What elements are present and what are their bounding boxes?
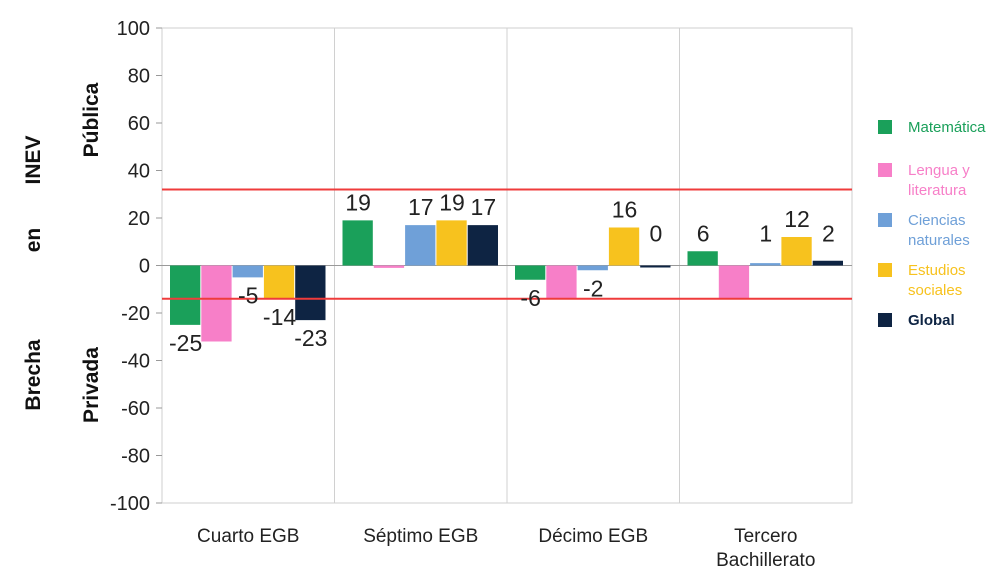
legend-label: literatura — [908, 182, 967, 199]
bar — [405, 225, 436, 266]
legend-label: Global — [908, 312, 955, 329]
data-label: -2 — [583, 275, 603, 301]
y-tick-label: -60 — [121, 398, 150, 420]
legend-swatch — [878, 120, 892, 134]
bar — [373, 265, 405, 268]
category-label: Séptimo EGB — [363, 526, 478, 547]
y-tick-label: -80 — [121, 446, 150, 468]
bar — [170, 265, 201, 325]
legend-swatch — [878, 263, 892, 277]
bar — [201, 265, 232, 342]
legend-swatch — [878, 213, 892, 227]
legend-label: Ciencias — [908, 212, 966, 229]
y-axis-title: Brecha en INEV — [22, 135, 45, 410]
category-label: Bachillerato — [716, 550, 815, 571]
legend-label: Estudios — [908, 262, 966, 279]
data-label: 6 — [697, 220, 710, 246]
bar — [640, 265, 671, 268]
y-tick-label: 40 — [128, 161, 150, 183]
data-label: 0 — [649, 220, 662, 246]
bar — [436, 220, 467, 266]
bar — [232, 265, 263, 278]
bar — [687, 251, 718, 266]
legend-label: Matemática — [908, 119, 986, 136]
data-label: -5 — [238, 282, 258, 308]
data-label: -6 — [520, 285, 540, 311]
data-label: 12 — [784, 206, 810, 232]
bar — [295, 265, 326, 321]
y-axis-title-privada: Privada — [80, 347, 103, 423]
y-axis-title-word: INEV — [22, 135, 45, 184]
bar — [263, 265, 295, 299]
data-label: 2 — [822, 220, 835, 246]
y-axis-title-word: en — [22, 228, 45, 253]
y-tick-label: 60 — [128, 113, 150, 135]
data-label: 1 — [759, 220, 772, 246]
bar — [515, 265, 546, 280]
category-label: Décimo EGB — [538, 526, 648, 547]
bar — [546, 265, 577, 299]
category-label: Cuarto EGB — [197, 526, 299, 547]
bar — [608, 227, 640, 266]
data-label: -23 — [294, 325, 327, 351]
y-axis-title-word: Brecha — [22, 339, 45, 411]
y-tick-label: 80 — [128, 66, 150, 88]
legend-swatch — [878, 313, 892, 327]
data-label: 17 — [408, 194, 434, 220]
data-label: 17 — [471, 194, 497, 220]
y-tick-label: 100 — [117, 18, 150, 40]
bar — [750, 263, 781, 266]
y-axis-title-publica: Pública — [80, 82, 103, 157]
bar — [812, 260, 843, 266]
bar — [718, 265, 750, 299]
bar — [781, 237, 812, 266]
y-tick-label: -40 — [121, 351, 150, 373]
data-label: 16 — [612, 197, 638, 223]
bar — [342, 220, 373, 266]
y-tick-label: 0 — [139, 256, 150, 278]
data-label: 19 — [439, 189, 465, 215]
bar — [577, 265, 608, 271]
bar — [467, 225, 498, 266]
data-label: 19 — [345, 189, 371, 215]
data-label: -25 — [169, 330, 202, 356]
category-label: Tercero — [734, 526, 797, 547]
legend-swatch — [878, 163, 892, 177]
y-tick-label: -20 — [121, 303, 150, 325]
legend-label: sociales — [908, 282, 962, 299]
legend-label: naturales — [908, 232, 970, 249]
y-tick-label: -100 — [110, 493, 150, 515]
y-tick-label: 20 — [128, 208, 150, 230]
legend-label: Lengua y — [908, 162, 970, 179]
data-label: -14 — [263, 304, 296, 330]
